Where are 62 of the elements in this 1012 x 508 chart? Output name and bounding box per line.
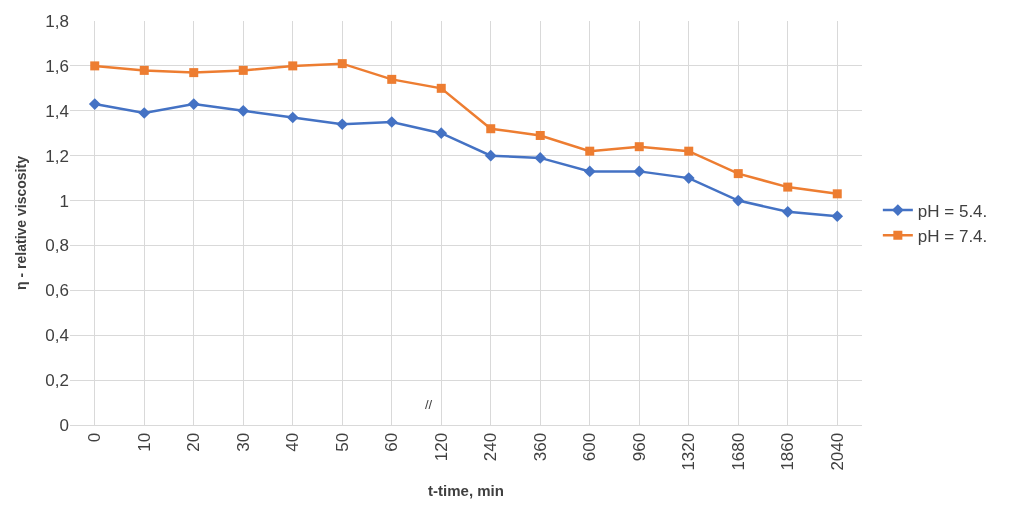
point: [535, 130, 545, 140]
point: [682, 172, 695, 184]
point: [634, 142, 644, 152]
x-tick-label: 600: [580, 432, 600, 462]
point: [286, 111, 299, 124]
x-tick-label: 20: [184, 432, 204, 452]
x-tick-label: 50: [332, 432, 352, 452]
point: [534, 152, 547, 164]
point: [90, 61, 100, 71]
point: [583, 165, 596, 178]
x-tick-label: 120: [431, 432, 451, 462]
point: [435, 127, 448, 140]
point: [189, 68, 199, 78]
point: [436, 83, 446, 93]
point: [238, 65, 248, 75]
point: [484, 149, 497, 162]
point: [237, 104, 250, 117]
point: [387, 74, 397, 84]
point: [832, 189, 842, 199]
y-tick-label: 0,2: [45, 371, 69, 391]
y-axis-title: η - relative viscosity: [12, 155, 29, 290]
y-tick-label: 0,8: [45, 236, 69, 256]
x-tick-label: 1860: [778, 432, 798, 471]
x-tick-label: 40: [283, 432, 303, 452]
point: [633, 165, 646, 178]
point: [783, 182, 793, 192]
x-tick-label: 60: [382, 432, 402, 452]
y-tick-label: 0,4: [45, 326, 69, 346]
point: [486, 124, 496, 134]
point: [585, 146, 595, 156]
x-tick-label: 960: [629, 432, 649, 462]
legend-label: pH = 5.4.: [917, 201, 988, 221]
x-tick-label: 10: [134, 432, 154, 452]
y-tick-label: 0: [59, 415, 69, 435]
point: [88, 98, 101, 110]
x-tick-label: 0: [85, 432, 105, 443]
point: [138, 107, 151, 119]
x-tick-label: 1320: [679, 432, 699, 471]
x-tick-label: 240: [481, 432, 501, 462]
y-tick-label: 1: [59, 191, 69, 211]
y-tick-label: 1,4: [45, 101, 69, 121]
point: [684, 146, 694, 156]
point: [336, 118, 349, 131]
x-tick-label: 1680: [728, 432, 748, 471]
y-tick-label: 1,8: [45, 11, 69, 31]
y-tick-label: 1,6: [45, 56, 69, 76]
point: [139, 65, 149, 75]
point: [733, 169, 743, 179]
annotation: //: [425, 397, 433, 412]
point: [831, 210, 844, 223]
point: [732, 194, 745, 207]
y-tick-label: 0,6: [45, 281, 69, 301]
x-tick-label: 30: [233, 432, 253, 452]
point: [337, 59, 347, 69]
point: [288, 61, 298, 71]
y-tick-label: 1,2: [45, 146, 69, 166]
x-axis-title: t-time, min: [428, 481, 504, 499]
point: [781, 205, 794, 218]
legend-label: pH = 7.4.: [917, 226, 988, 246]
x-tick-label: 2040: [827, 432, 847, 471]
point: [187, 98, 200, 110]
x-tick-label: 360: [530, 432, 550, 462]
